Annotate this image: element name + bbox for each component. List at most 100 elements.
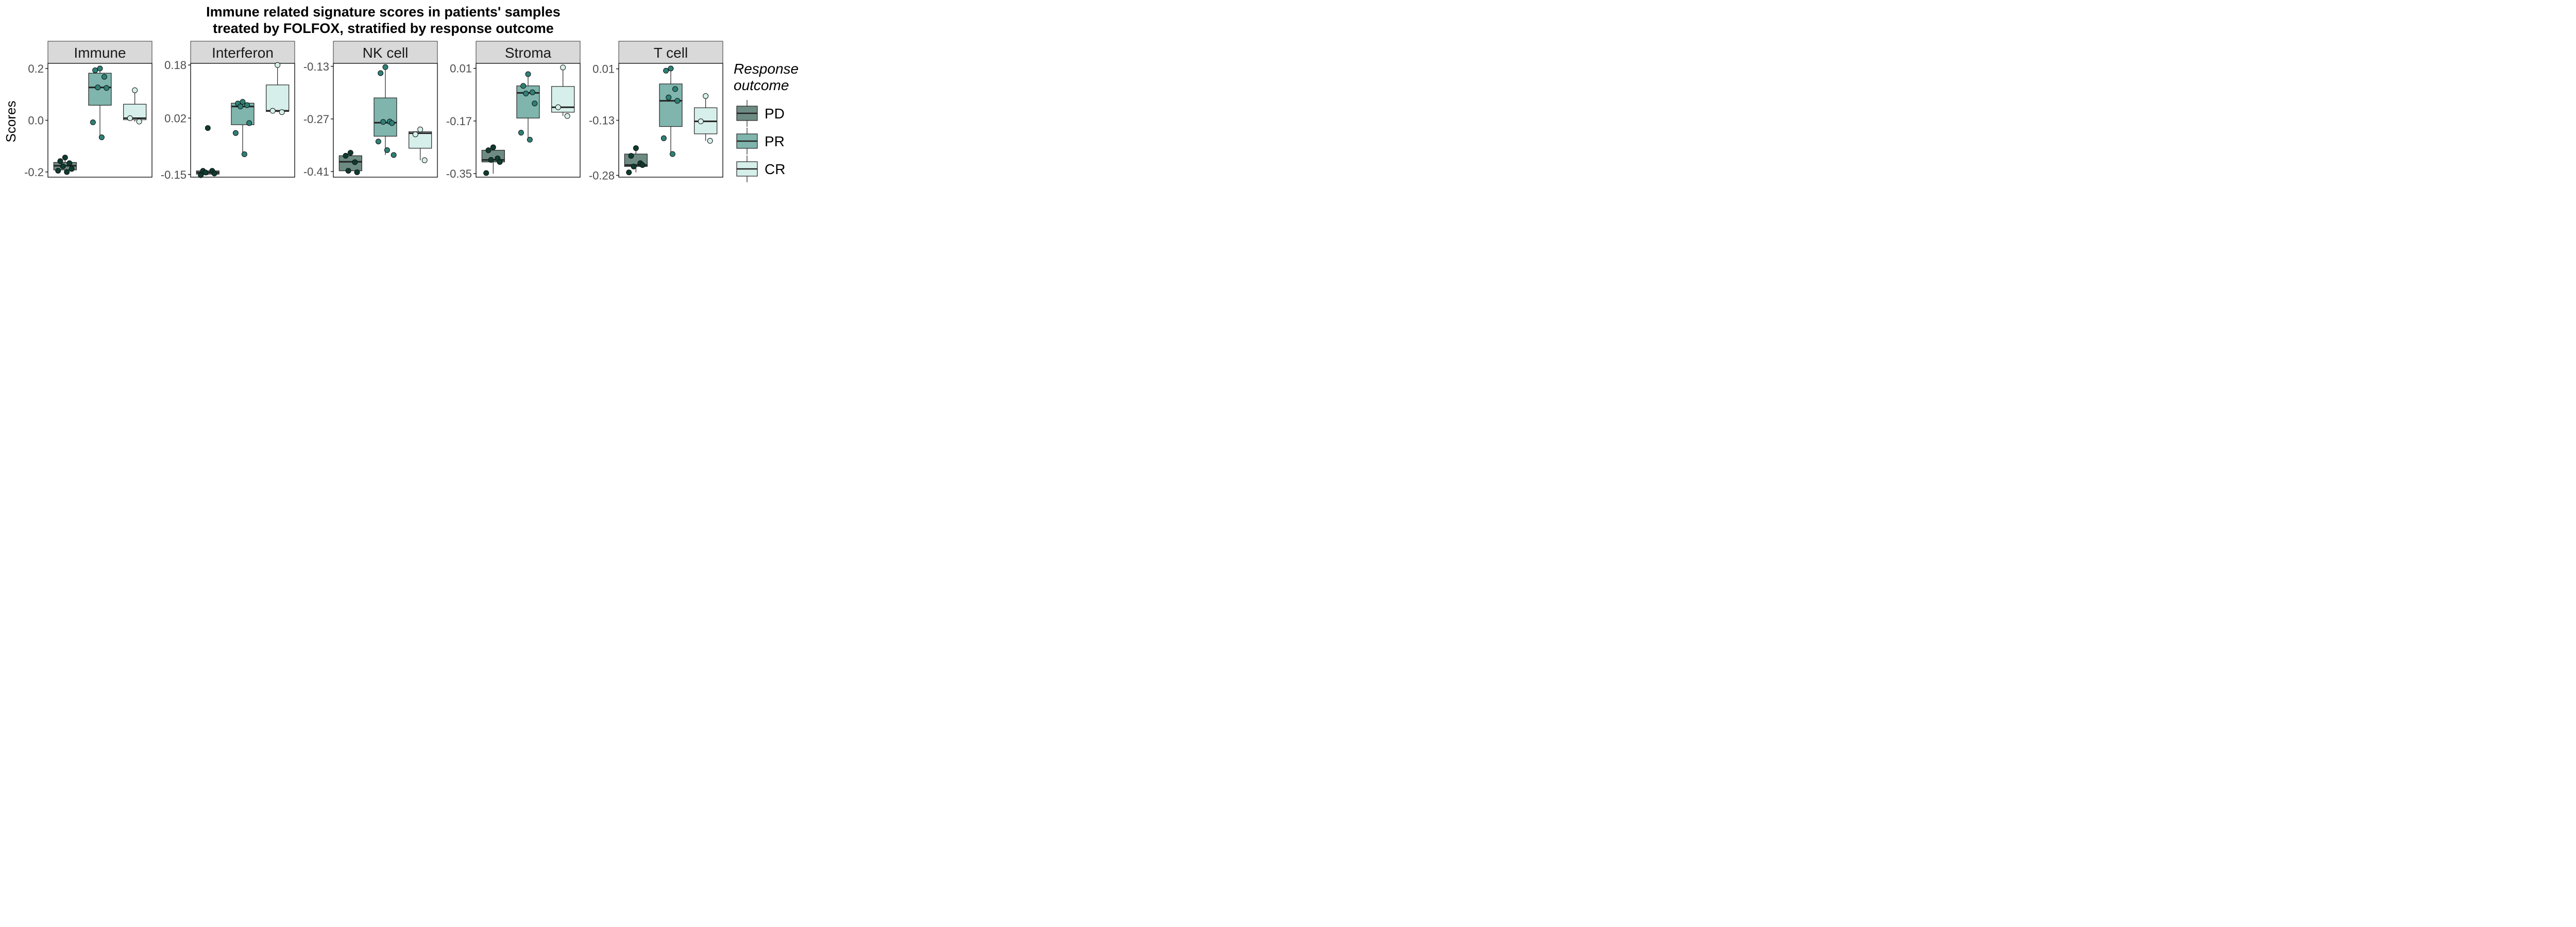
y-tick-label: 0.18	[164, 59, 187, 72]
box-cr	[123, 90, 147, 122]
legend-label: PD	[765, 106, 785, 122]
data-point	[703, 93, 709, 99]
data-point	[672, 86, 678, 92]
data-point	[382, 64, 388, 70]
data-point	[136, 118, 142, 125]
panel-border	[190, 63, 295, 178]
y-tick-label: 0.0	[28, 114, 44, 127]
facet-label: T cell	[654, 45, 688, 61]
figure: Immune related signature scores in patie…	[3, 4, 799, 182]
data-point	[345, 168, 351, 174]
data-point	[132, 87, 138, 93]
data-point	[628, 153, 634, 159]
data-point	[246, 120, 252, 126]
box-cr	[409, 128, 432, 161]
y-tick-label: -0.35	[446, 167, 472, 180]
y-tick-label: -0.28	[589, 169, 615, 182]
data-point	[98, 134, 105, 141]
box-pr	[88, 68, 112, 138]
data-point	[378, 70, 384, 76]
legend-entry-pd: PD	[736, 100, 785, 127]
data-point	[240, 99, 246, 105]
data-point	[244, 102, 250, 108]
data-point	[384, 147, 390, 153]
data-point	[631, 163, 637, 169]
legend-label: CR	[765, 161, 785, 177]
data-point	[238, 104, 244, 110]
data-point	[530, 89, 535, 95]
data-point	[279, 109, 285, 115]
y-axis-label: Scores	[3, 101, 19, 143]
data-point	[375, 139, 381, 145]
data-point	[211, 170, 217, 177]
data-point	[560, 64, 566, 71]
data-point	[488, 157, 494, 163]
data-point	[527, 136, 533, 143]
data-point	[389, 120, 395, 126]
y-tick-label: -0.17	[446, 115, 472, 128]
data-point	[69, 166, 75, 172]
data-point	[101, 74, 107, 80]
y-tick-label: -0.2	[24, 166, 44, 179]
data-point	[275, 62, 281, 68]
data-point	[92, 67, 98, 74]
data-point	[707, 138, 713, 144]
legend-title-line-1: Response	[734, 61, 799, 77]
facet-strip	[333, 41, 438, 64]
data-point	[62, 154, 68, 161]
data-point	[490, 144, 496, 150]
box-pr	[231, 101, 255, 154]
y-tick-label: -0.13	[303, 60, 329, 73]
box-pr	[516, 74, 540, 140]
box-body	[409, 131, 432, 149]
data-point	[669, 151, 675, 157]
box-pd	[624, 148, 648, 173]
data-point	[269, 108, 276, 114]
y-tick-label: -0.13	[589, 114, 615, 127]
legend-title-line-2: outcome	[734, 77, 789, 93]
data-point	[352, 159, 358, 165]
panel-nk-cell: NK cell -0.13 -0.27 -0.41	[303, 41, 438, 178]
data-point	[95, 84, 101, 91]
box-cr	[551, 67, 575, 116]
box-body	[266, 84, 290, 112]
data-point	[347, 150, 353, 156]
data-point	[555, 104, 561, 110]
data-point	[380, 119, 386, 125]
data-point	[639, 162, 646, 168]
data-point	[198, 172, 204, 178]
box-pd	[338, 152, 362, 173]
data-point	[202, 169, 209, 176]
data-point	[674, 98, 681, 104]
data-point	[57, 158, 63, 164]
box-body	[551, 86, 575, 113]
panel-border	[333, 63, 438, 178]
panel-interferon: Interferon 0.18 0.02 -0.15	[161, 41, 295, 181]
data-point	[520, 83, 527, 89]
legend-entry-pr: PR	[736, 128, 785, 154]
y-tick-label: -0.41	[303, 165, 329, 178]
box-body	[659, 83, 683, 127]
data-point	[485, 147, 492, 153]
data-point	[354, 169, 360, 176]
facet-strip	[47, 41, 152, 64]
data-point	[127, 115, 133, 121]
y-tick-label: 0.01	[450, 62, 472, 75]
y-tick-label: -0.27	[303, 113, 329, 126]
facet-strip	[618, 41, 723, 64]
data-point	[97, 65, 103, 72]
data-point	[518, 130, 524, 136]
legend-label: PR	[765, 133, 785, 149]
panel-border	[476, 63, 581, 178]
data-point	[343, 152, 349, 159]
box-body	[123, 104, 147, 121]
box-body	[374, 97, 397, 137]
data-point	[417, 126, 423, 132]
data-point	[532, 100, 538, 107]
data-point	[205, 125, 211, 131]
data-point	[525, 71, 531, 77]
chart-title-line-2: treated by FOLFOX, stratified by respons…	[213, 21, 554, 36]
facet-label: Stroma	[505, 45, 552, 61]
data-point	[241, 151, 247, 158]
